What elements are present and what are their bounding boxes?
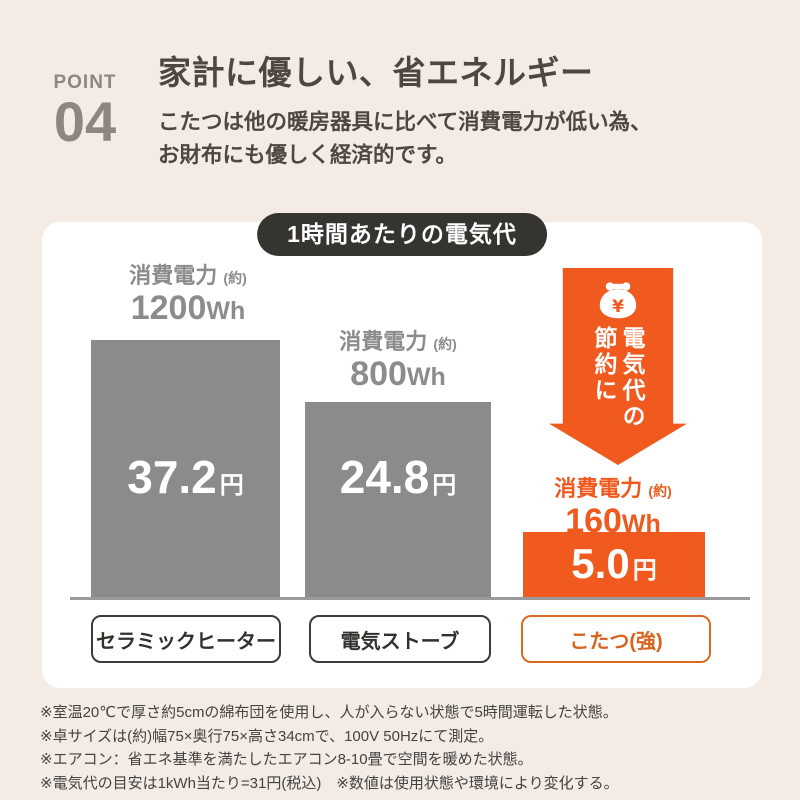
power-unit: Wh bbox=[406, 363, 446, 391]
power-label-text: 消費電力 bbox=[554, 476, 643, 501]
purse-yen-icon: ¥ bbox=[599, 282, 637, 319]
cost-value: 37.2 bbox=[127, 451, 217, 503]
cost-unit: 円 bbox=[219, 472, 244, 499]
power-label-text: 消費電力 bbox=[339, 329, 428, 354]
bar-ceramic-heater bbox=[91, 340, 280, 597]
category-kotatsu: こたつ(強) bbox=[521, 615, 711, 663]
power-approx-text: (約) bbox=[433, 336, 457, 352]
power-label-text: 消費電力 bbox=[129, 263, 218, 288]
footnote-line: ※エアコン：省エネ基準を満たしたエアコン8-10畳で空間を暖めた状態。 bbox=[40, 751, 533, 768]
point-number: 04 bbox=[53, 90, 117, 153]
bar-kotatsu bbox=[523, 532, 705, 597]
power-label-ceramic-heater: 消費電力 (約) 1200Wh bbox=[78, 258, 298, 327]
point-block: POINT 04 bbox=[46, 72, 124, 153]
bar-electric-stove bbox=[305, 402, 491, 597]
page-title: 家計に優しい、省エネルギー bbox=[158, 54, 594, 91]
header-text: 家計に優しい、省エネルギー こたつは他の暖房器具に比べて消費電力が低い為、 お財… bbox=[158, 46, 768, 173]
cost-unit: 円 bbox=[432, 472, 457, 499]
power-value: 800 bbox=[350, 355, 407, 393]
chart-baseline bbox=[70, 597, 750, 600]
category-electric-stove: 電気ストーブ bbox=[309, 615, 491, 663]
subtitle-line-1: こたつは他の暖房器具に比べて消費電力が低い為、 bbox=[158, 110, 652, 134]
savings-arrow: ¥ 電気代の節約に bbox=[549, 268, 687, 465]
power-unit: Wh bbox=[206, 297, 246, 325]
cost-electric-stove: 24.8 円 bbox=[305, 450, 491, 506]
footnote-line: ※電気代の目安は1kWh当たり=31円(税込) ※数値は使用状態や環境により変化… bbox=[40, 774, 619, 792]
footnote-line: ※室温20℃で厚さ約5cmの綿布団を使用し、人が入らない状態で5時間運転した状態… bbox=[40, 704, 618, 721]
power-label-kotatsu: 消費電力 (約) 160Wh bbox=[513, 471, 713, 540]
chart-title-badge: 1時間あたりの電気代 bbox=[257, 213, 547, 256]
footnotes: ※室温20℃で厚さ約5cmの綿布団を使用し、人が入らない状態で5時間運転した状態… bbox=[40, 701, 785, 795]
cost-value: 24.8 bbox=[339, 451, 430, 503]
cost-unit: 円 bbox=[632, 557, 657, 584]
cost-kotatsu: 5.0 円 bbox=[523, 540, 705, 590]
svg-text:¥: ¥ bbox=[612, 297, 624, 317]
electricity-cost-card: 1時間あたりの電気代 消費電力 (約) 1200Wh 37.2 円 消費電力 (… bbox=[42, 213, 762, 688]
power-label-electric-stove: 消費電力 (約) 800Wh bbox=[293, 324, 503, 393]
cost-value: 5.0 bbox=[571, 540, 630, 587]
page-subtitle: こたつは他の暖房器具に比べて消費電力が低い為、 お財布にも優しく経済的です。 bbox=[158, 106, 768, 173]
power-value: 1200 bbox=[130, 289, 207, 327]
point-label: POINT bbox=[53, 72, 117, 93]
category-ceramic-heater: セラミックヒーター bbox=[91, 615, 281, 663]
savings-arrow-label: 電気代の節約に bbox=[591, 326, 645, 430]
subtitle-line-2: お財布にも優しく経済的です。 bbox=[158, 143, 457, 168]
cost-ceramic-heater: 37.2 円 bbox=[91, 450, 280, 506]
power-approx-text: (約) bbox=[223, 270, 247, 286]
power-approx-text: (約) bbox=[648, 483, 672, 499]
footnote-line: ※卓サイズは(約)幅75×奥行75×高さ34cmで、100V 50Hzにて測定。 bbox=[40, 727, 494, 745]
